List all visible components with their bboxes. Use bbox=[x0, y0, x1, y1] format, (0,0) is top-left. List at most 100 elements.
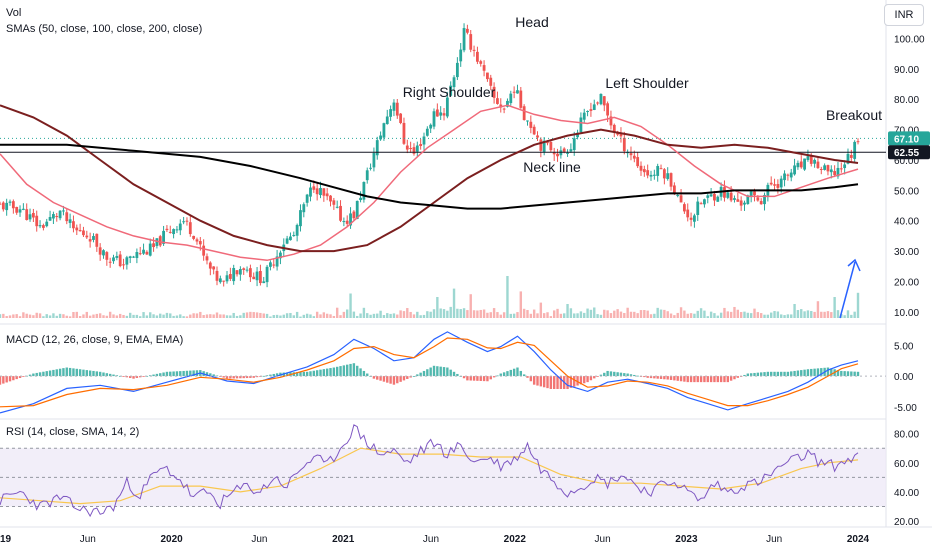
macd-histogram-bar bbox=[265, 375, 269, 377]
volume-bar bbox=[5, 316, 8, 318]
macd-histogram-bar bbox=[108, 373, 112, 377]
candle-body bbox=[676, 195, 680, 197]
macd-histogram-bar bbox=[402, 376, 406, 381]
volume-bar bbox=[769, 312, 773, 318]
volume-bar bbox=[579, 311, 583, 318]
macd-histogram-bar bbox=[179, 371, 182, 377]
candle-body bbox=[65, 212, 69, 222]
legend-smas[interactable]: SMAs (50, close, 100, close, 200, close) bbox=[6, 23, 202, 35]
volume-bar bbox=[149, 312, 152, 318]
legend-volume[interactable]: Vol bbox=[6, 7, 21, 19]
candle-body bbox=[35, 215, 39, 227]
volume-bar bbox=[836, 310, 840, 318]
candle-body bbox=[759, 201, 763, 205]
candle-body bbox=[452, 77, 456, 88]
volume-bar bbox=[209, 314, 212, 318]
volume-bar bbox=[132, 314, 135, 318]
price-tick-label: 50.00 bbox=[894, 186, 919, 197]
volume-bar bbox=[142, 312, 145, 318]
candle-body bbox=[279, 252, 282, 259]
volume-bar bbox=[232, 312, 235, 318]
volume-bar bbox=[169, 313, 172, 318]
time-tick-label: 2023 bbox=[675, 534, 698, 545]
rsi-tick-label: 80.00 bbox=[894, 430, 919, 441]
macd-histogram-bar bbox=[386, 376, 389, 383]
price-tick-label: 30.00 bbox=[894, 247, 919, 258]
candle-body bbox=[609, 116, 613, 126]
candle-body bbox=[569, 149, 573, 152]
volume-bar bbox=[262, 313, 265, 318]
macd-histogram-bar bbox=[716, 376, 719, 383]
macd-histogram-bar bbox=[793, 370, 796, 377]
volume-bar bbox=[412, 314, 416, 318]
volume-bar bbox=[35, 312, 38, 318]
macd-histogram-bar bbox=[633, 374, 636, 377]
currency-selector[interactable]: INR bbox=[884, 4, 924, 26]
volume-bar bbox=[719, 312, 723, 318]
price-tick-label: 40.00 bbox=[894, 217, 919, 228]
candle-body bbox=[445, 97, 449, 117]
macd-histogram-bar bbox=[516, 367, 519, 377]
macd-histogram-bar bbox=[736, 376, 740, 378]
candle-body bbox=[509, 93, 513, 104]
volume-bar bbox=[222, 314, 225, 318]
candle-body bbox=[355, 200, 359, 220]
volume-bar bbox=[139, 316, 142, 318]
candle-body bbox=[345, 220, 349, 224]
candle-body bbox=[435, 109, 439, 117]
candle-body bbox=[402, 122, 406, 144]
macd-histogram-bar bbox=[58, 368, 62, 377]
candle-body bbox=[479, 61, 483, 64]
macd-histogram-bar bbox=[569, 376, 573, 388]
macd-histogram-bar bbox=[756, 372, 760, 377]
volume-bar bbox=[639, 310, 643, 318]
price-label-text: 62.55 bbox=[894, 148, 919, 159]
candle-body bbox=[62, 210, 65, 212]
candle-body bbox=[8, 201, 12, 203]
macd-histogram-bar bbox=[482, 376, 486, 382]
volume-bar bbox=[529, 313, 533, 318]
macd-histogram-bar bbox=[579, 376, 583, 385]
candle-body bbox=[592, 104, 596, 111]
time-tick-label: Jun bbox=[80, 534, 96, 545]
sma-layer bbox=[0, 104, 859, 262]
candle-body bbox=[669, 173, 673, 187]
volume-bar bbox=[309, 314, 312, 318]
volume-bar bbox=[159, 313, 162, 318]
rsi-tick-label: 20.00 bbox=[894, 517, 919, 528]
volume-bar bbox=[245, 312, 249, 318]
macd-histogram-bar bbox=[609, 371, 613, 377]
candle-body bbox=[302, 204, 306, 213]
candle-body bbox=[332, 200, 336, 205]
legend-rsi[interactable]: RSI (14, close, SMA, 14, 2) bbox=[6, 426, 139, 438]
volume-bar bbox=[716, 315, 719, 318]
candle-body bbox=[415, 145, 419, 152]
candle-body bbox=[198, 241, 202, 245]
volume-bar bbox=[185, 316, 189, 318]
macd-histogram-bar bbox=[626, 373, 629, 377]
candle-body bbox=[602, 96, 606, 106]
candle-body bbox=[662, 169, 666, 179]
volume-bar bbox=[449, 306, 452, 318]
macd-histogram-bar bbox=[606, 370, 609, 377]
candle-body bbox=[399, 113, 403, 123]
macd-histogram-bar bbox=[573, 376, 576, 387]
volume-bar bbox=[479, 309, 482, 318]
macd-histogram-bar bbox=[406, 376, 409, 379]
legend-macd[interactable]: MACD (12, 26, close, 9, EMA, EMA) bbox=[6, 334, 183, 346]
annotation-right-shoulder: Right Shoulder bbox=[403, 84, 496, 100]
volume-bar bbox=[663, 309, 666, 318]
macd-histogram-bar bbox=[723, 376, 726, 383]
candle-body bbox=[275, 256, 279, 267]
candle-body bbox=[232, 267, 236, 282]
macd-histogram-bar bbox=[729, 376, 733, 381]
volume-bar bbox=[242, 312, 245, 318]
volume-bar bbox=[379, 310, 382, 318]
candle-body bbox=[295, 224, 299, 236]
time-tick-label: 2022 bbox=[504, 534, 527, 545]
candle-body bbox=[579, 117, 583, 133]
candle-body bbox=[763, 194, 766, 205]
candle-body bbox=[519, 90, 523, 108]
